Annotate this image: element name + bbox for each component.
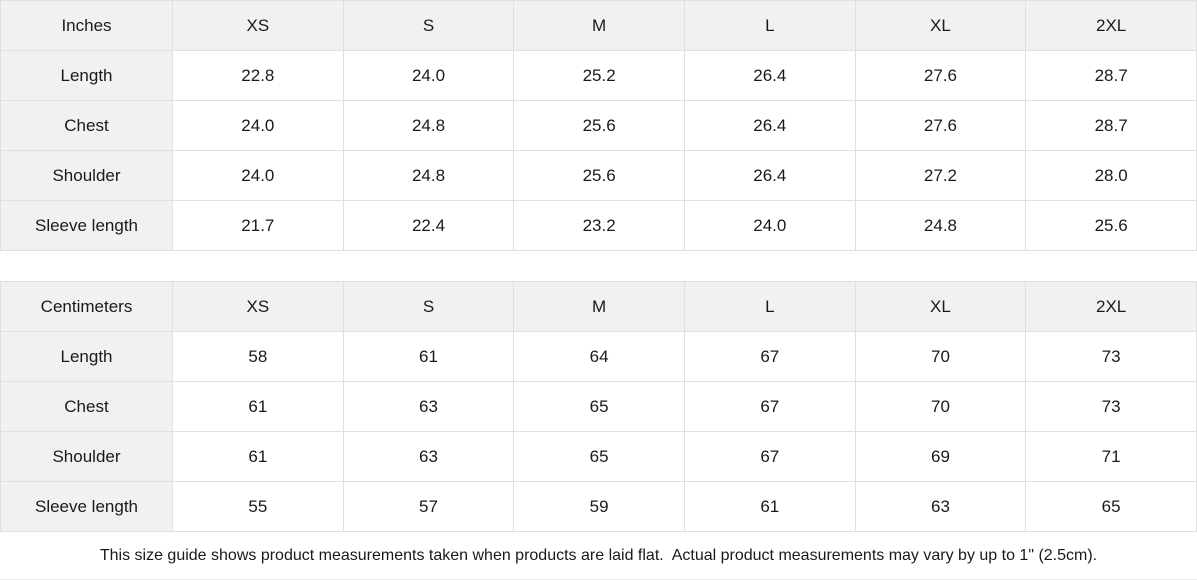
size-header-cell: 2XL (1025, 0, 1197, 51)
measurement-label-cell: Sleeve length (0, 481, 173, 532)
centimeters-table: Centimeters XS S M L XL 2XL Length 58 61 64 67 70 73 C… (0, 281, 1197, 532)
measurement-value-cell: 24.8 (342, 100, 515, 151)
measurement-label-cell: Chest (0, 100, 173, 151)
section-gap (0, 251, 1197, 281)
measurement-value-cell: 59 (513, 481, 685, 532)
inches-table: Inches XS S M L XL 2XL Length 22.8 24.0 25.2 26.4 27… (0, 0, 1197, 251)
measurement-value-cell: 25.6 (513, 100, 685, 151)
unit-header-cell: Centimeters (0, 281, 173, 332)
measurement-row: Sleeve length 55 57 59 61 63 65 (0, 481, 1197, 532)
measurement-value-cell: 65 (513, 381, 685, 432)
measurement-value-cell: 27.6 (854, 50, 1027, 101)
measurement-value-cell: 65 (513, 431, 685, 482)
size-header-cell: M (513, 281, 685, 332)
measurement-row: Shoulder 61 63 65 67 69 71 (0, 431, 1197, 482)
measurement-label-cell: Sleeve length (0, 200, 173, 251)
size-guide-note: This size guide shows product measuremen… (0, 532, 1197, 580)
measurement-value-cell: 26.4 (683, 50, 856, 101)
measurement-label-cell: Shoulder (0, 431, 173, 482)
measurement-value-cell: 26.4 (683, 150, 856, 201)
measurement-value-cell: 23.2 (513, 200, 685, 251)
measurement-value-cell: 21.7 (172, 200, 344, 251)
measurement-row: Length 22.8 24.0 25.2 26.4 27.6 28.7 (0, 50, 1197, 101)
measurement-value-cell: 24.0 (683, 200, 856, 251)
measurement-value-cell: 25.2 (513, 50, 685, 101)
unit-header-cell: Inches (0, 0, 173, 51)
measurement-value-cell: 26.4 (683, 100, 856, 151)
measurement-value-cell: 24.8 (342, 150, 515, 201)
measurement-row: Sleeve length 21.7 22.4 23.2 24.0 24.8 25.6 (0, 200, 1197, 251)
size-header-cell: M (513, 0, 685, 51)
size-header-cell: S (342, 0, 515, 51)
measurement-value-cell: 70 (854, 331, 1027, 382)
measurement-value-cell: 27.2 (854, 150, 1027, 201)
measurement-value-cell: 25.6 (1025, 200, 1197, 251)
measurement-label-cell: Length (0, 331, 173, 382)
measurement-value-cell: 71 (1025, 431, 1197, 482)
measurement-value-cell: 67 (683, 331, 856, 382)
measurement-value-cell: 67 (683, 431, 856, 482)
measurement-value-cell: 24.0 (172, 150, 344, 201)
measurement-value-cell: 24.8 (854, 200, 1027, 251)
measurement-label-cell: Chest (0, 381, 173, 432)
size-header-cell: XL (854, 0, 1027, 51)
size-header-cell: L (683, 0, 856, 51)
measurement-value-cell: 64 (513, 331, 685, 382)
measurement-row: Length 58 61 64 67 70 73 (0, 331, 1197, 382)
measurement-value-cell: 55 (172, 481, 344, 532)
measurement-value-cell: 25.6 (513, 150, 685, 201)
measurement-value-cell: 63 (342, 431, 515, 482)
measurement-value-cell: 22.8 (172, 50, 344, 101)
size-header-cell: L (683, 281, 856, 332)
measurement-value-cell: 22.4 (342, 200, 515, 251)
measurement-value-cell: 73 (1025, 381, 1197, 432)
measurement-value-cell: 63 (854, 481, 1027, 532)
measurement-row: Chest 61 63 65 67 70 73 (0, 381, 1197, 432)
measurement-label-cell: Shoulder (0, 150, 173, 201)
size-header-cell: 2XL (1025, 281, 1197, 332)
measurement-label-cell: Length (0, 50, 173, 101)
measurement-value-cell: 61 (683, 481, 856, 532)
measurement-value-cell: 57 (342, 481, 515, 532)
measurement-value-cell: 58 (172, 331, 344, 382)
size-header-cell: XL (854, 281, 1027, 332)
size-header-cell: XS (172, 0, 344, 51)
measurement-value-cell: 67 (683, 381, 856, 432)
size-header-row: Inches XS S M L XL 2XL (0, 0, 1197, 51)
size-header-row: Centimeters XS S M L XL 2XL (0, 281, 1197, 332)
measurement-value-cell: 28.7 (1025, 50, 1197, 101)
size-header-cell: S (342, 281, 515, 332)
measurement-value-cell: 70 (854, 381, 1027, 432)
measurement-value-cell: 69 (854, 431, 1027, 482)
measurement-value-cell: 61 (342, 331, 515, 382)
measurement-row: Chest 24.0 24.8 25.6 26.4 27.6 28.7 (0, 100, 1197, 151)
measurement-value-cell: 61 (172, 381, 344, 432)
measurement-value-cell: 61 (172, 431, 344, 482)
measurement-row: Shoulder 24.0 24.8 25.6 26.4 27.2 28.0 (0, 150, 1197, 201)
measurement-value-cell: 24.0 (342, 50, 515, 101)
measurement-value-cell: 27.6 (854, 100, 1027, 151)
size-header-cell: XS (172, 281, 344, 332)
measurement-value-cell: 65 (1025, 481, 1197, 532)
measurement-value-cell: 28.0 (1025, 150, 1197, 201)
measurement-value-cell: 63 (342, 381, 515, 432)
measurement-value-cell: 24.0 (172, 100, 344, 151)
measurement-value-cell: 73 (1025, 331, 1197, 382)
measurement-value-cell: 28.7 (1025, 100, 1197, 151)
